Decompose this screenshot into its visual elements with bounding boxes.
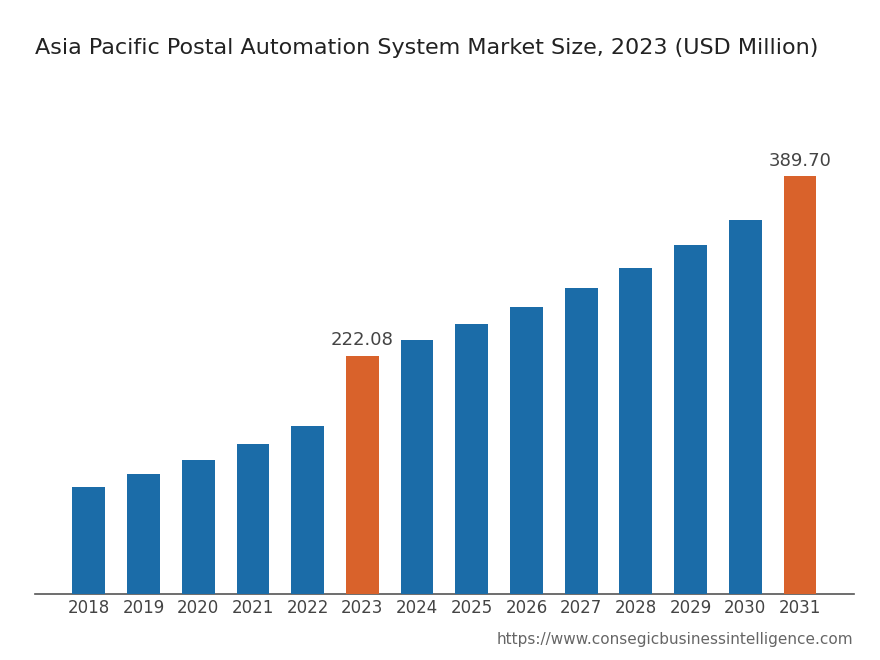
Text: 222.08: 222.08 [331,331,393,349]
Bar [510,306,543,594]
Bar [346,356,378,594]
Bar [565,288,598,594]
Bar [620,268,652,594]
Bar [455,324,488,594]
Bar [729,220,762,594]
Bar [291,426,324,594]
Bar [237,444,269,594]
Bar [72,487,106,594]
Bar [400,340,434,594]
Bar [674,246,707,594]
Text: Asia Pacific Postal Automation System Market Size, 2023 (USD Million): Asia Pacific Postal Automation System Ma… [35,38,818,58]
Text: https://www.consegicbusinessintelligence.com: https://www.consegicbusinessintelligence… [497,632,854,647]
Bar [182,460,215,594]
Text: 389.70: 389.70 [768,152,832,170]
Bar [127,474,160,594]
Bar [783,176,817,594]
